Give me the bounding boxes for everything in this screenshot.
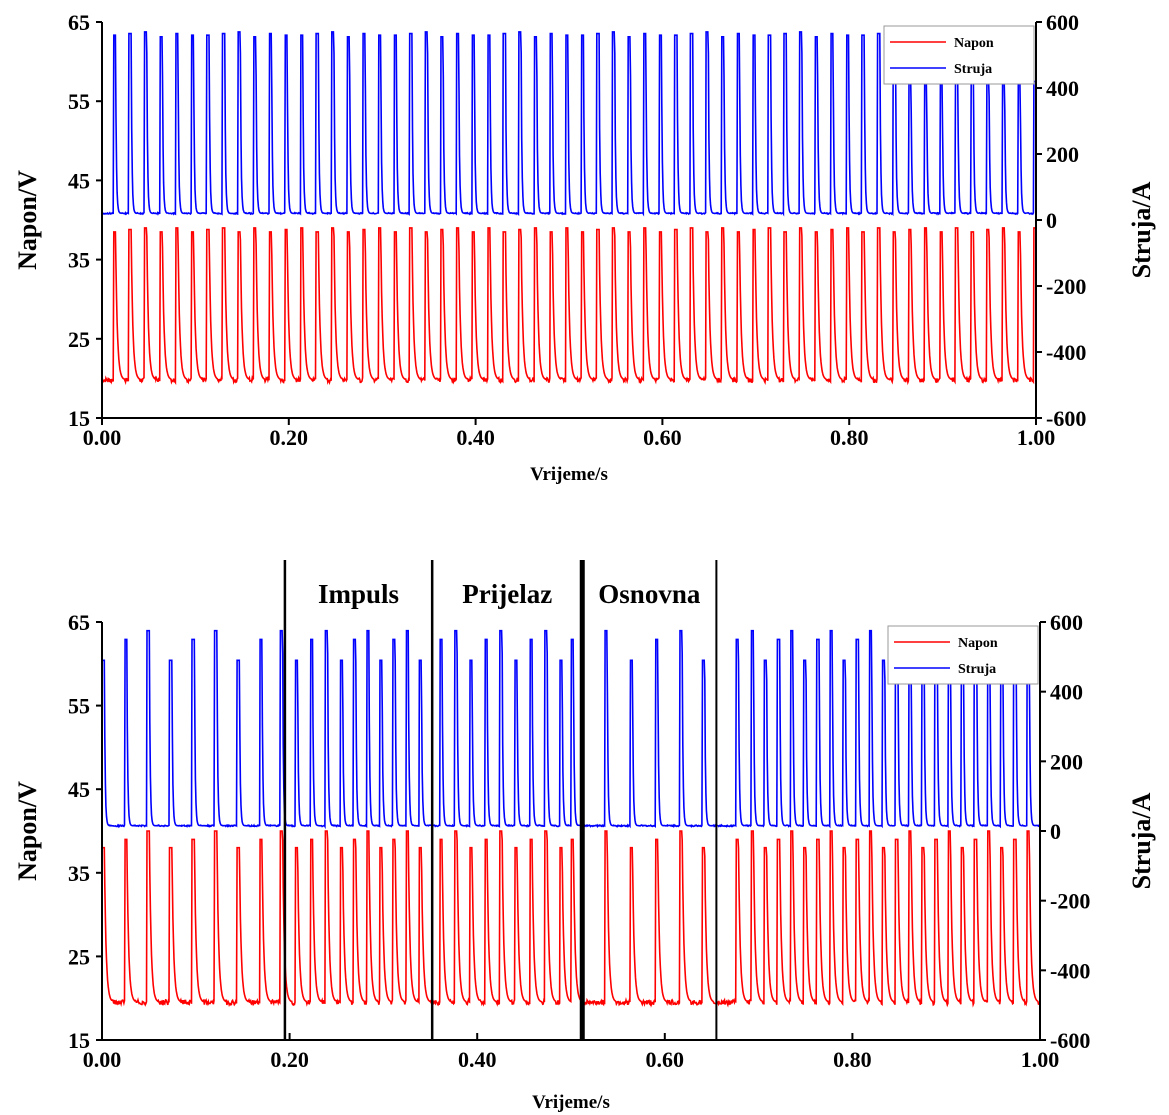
x-axis-title: Vrijeme/s: [532, 1092, 610, 1113]
y-left-tick-label: 55: [68, 694, 90, 719]
x-tick-label: 0.00: [83, 1047, 122, 1072]
y-right-tick-label: -200: [1050, 889, 1090, 914]
legend-label-struja: Struja: [958, 662, 996, 677]
x-tick-label: 1.00: [1017, 425, 1056, 450]
x-axis-title: Vrijeme/s: [530, 464, 608, 485]
series-line-napon: [102, 830, 1041, 1008]
y-left-tick-label: 65: [68, 10, 90, 35]
y-right-axis-title: Struja/A: [1127, 181, 1156, 278]
x-tick-label: 0.80: [833, 1047, 872, 1072]
x-tick-label: 0.80: [830, 425, 869, 450]
x-tick-label: 0.60: [643, 425, 682, 450]
y-right-tick-label: -400: [1046, 340, 1086, 365]
y-left-tick-label: 15: [68, 1028, 90, 1053]
y-right-tick-label: 400: [1050, 680, 1083, 705]
x-tick-label: 0.20: [270, 425, 309, 450]
y-right-tick-label: -200: [1046, 274, 1086, 299]
y-right-tick-label: 600: [1050, 610, 1083, 635]
y-right-tick-label: -600: [1046, 406, 1086, 431]
x-tick-label: 0.40: [456, 425, 495, 450]
y-right-tick-label: 400: [1046, 76, 1079, 101]
y-left-tick-label: 65: [68, 610, 90, 635]
y-right-tick-label: 200: [1050, 749, 1083, 774]
x-tick-label: 0.00: [83, 425, 122, 450]
series-line-struja: [101, 31, 1036, 217]
x-tick-label: 0.20: [270, 1047, 309, 1072]
y-left-tick-label: 25: [68, 327, 90, 352]
legend: Napon Struja: [883, 25, 1035, 85]
legend-label-napon: Napon: [958, 636, 998, 651]
region-label-prijelaz: Prijelaz: [462, 579, 552, 609]
region-label-osnovna: Osnovna: [598, 579, 701, 609]
region-label-impuls: Impuls: [318, 579, 399, 609]
legend-label-napon: Napon: [954, 36, 994, 51]
y-left-tick-label: 45: [68, 777, 90, 802]
series-line-struja: [102, 629, 1041, 830]
x-tick-label: 0.40: [458, 1047, 497, 1072]
chart-panel-1: 0.00 0.20 0.40 0.60 0.80 1.00 15 25 35 45 55 65 -600…: [13, 10, 1156, 485]
y-right-tick-label: 200: [1046, 142, 1079, 167]
y-right-tick-label: -400: [1050, 958, 1090, 983]
y-left-tick-label: 35: [68, 861, 90, 886]
y-left-axis-title: Napon/V: [13, 170, 42, 270]
x-tick-label: 1.00: [1021, 1047, 1060, 1072]
chart-panel-2: Impuls Prijelaz Osnovna 0.00 0.20 0.40 0.60 0.8…: [13, 560, 1156, 1113]
y-right-tick-label: -600: [1050, 1028, 1090, 1053]
y-left-tick-label: 35: [68, 248, 90, 273]
y-left-tick-label: 45: [68, 168, 90, 193]
series-line-napon: [101, 227, 1036, 386]
y-right-axis-title: Struja/A: [1127, 792, 1156, 889]
y-right-tick-label: 0: [1046, 208, 1057, 233]
y-left-tick-label: 55: [68, 89, 90, 114]
y-right-tick-label: 600: [1046, 10, 1079, 35]
y-right-tick-label: 0: [1050, 819, 1061, 844]
legend-box: [883, 25, 1035, 85]
x-tick-label: 0.60: [646, 1047, 685, 1072]
y-left-axis-title: Napon/V: [13, 781, 42, 881]
y-left-tick-label: 25: [68, 944, 90, 969]
legend-label-struja: Struja: [954, 62, 992, 77]
y-left-tick-label: 15: [68, 406, 90, 431]
legend-box: [887, 625, 1039, 685]
legend: Napon Struja: [887, 625, 1039, 685]
